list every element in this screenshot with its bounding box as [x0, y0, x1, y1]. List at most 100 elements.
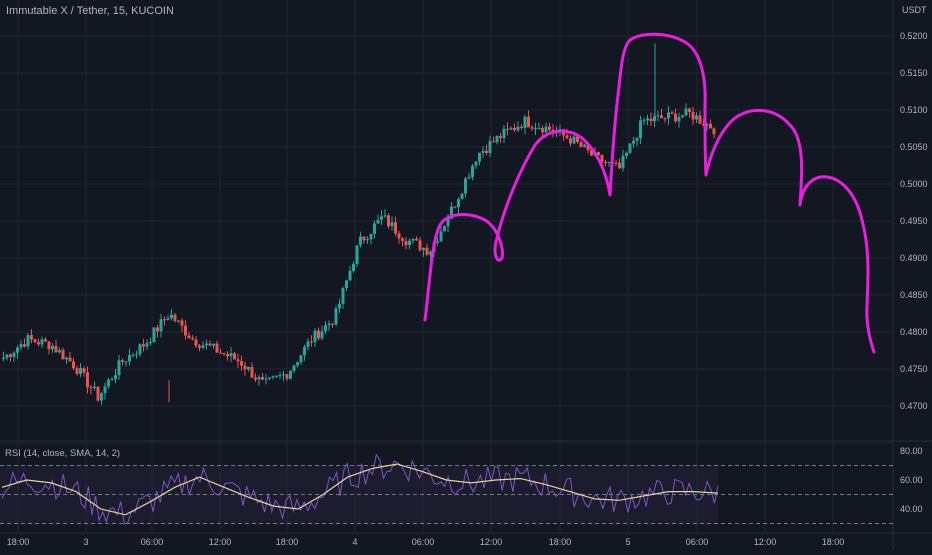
candle: [75, 365, 79, 376]
candle: [306, 338, 310, 351]
candle-body: [359, 236, 362, 246]
candle-body: [131, 354, 135, 356]
candle-body: [600, 154, 604, 163]
candle-body: [670, 112, 674, 114]
candle-body: [390, 222, 394, 227]
candle-body: [492, 141, 495, 143]
candle: [240, 355, 243, 371]
rsi-line: [1, 453, 719, 525]
candle-body: [684, 108, 688, 116]
candle: [334, 305, 338, 326]
candle-body: [30, 335, 33, 340]
candle: [527, 110, 530, 128]
candle: [191, 335, 194, 341]
candle: [341, 286, 345, 309]
candle: [632, 136, 635, 148]
candle-body: [691, 111, 695, 120]
x-tick-label: 12:00: [209, 537, 232, 547]
candle-body: [303, 346, 306, 356]
candle-body: [187, 335, 191, 339]
candle: [705, 122, 709, 131]
candle: [667, 106, 670, 125]
candle-body: [443, 226, 446, 232]
candle: [422, 247, 425, 257]
candle: [401, 237, 404, 247]
candle: [205, 339, 208, 350]
candle-body: [352, 264, 355, 271]
candle: [173, 313, 177, 323]
candle-body: [380, 216, 383, 220]
candle-body: [177, 320, 180, 322]
x-axis: 18:00 3 06:00 12:00 18:00 4 06:00 12:00 18:00 5 06…: [7, 537, 845, 547]
candle: [40, 336, 44, 348]
candle-body: [544, 126, 548, 133]
candle-body: [597, 152, 600, 155]
y-tick-label: 0.4900: [900, 253, 928, 263]
y-unit-label: USDT: [902, 5, 927, 15]
candle: [177, 320, 180, 324]
candle-body: [586, 144, 590, 151]
candle: [299, 354, 303, 366]
candle: [215, 340, 219, 353]
candle: [23, 338, 26, 348]
candle-body: [261, 377, 264, 380]
candle: [187, 331, 191, 339]
rsi-tick-label: 80.00: [900, 446, 923, 456]
candle-body: [75, 368, 79, 374]
candle: [170, 308, 173, 321]
candle: [110, 376, 114, 381]
candle: [138, 343, 142, 357]
candle: [387, 213, 390, 229]
candle: [96, 386, 100, 402]
candle-body: [618, 162, 621, 169]
candle: [65, 356, 68, 365]
candle: [19, 340, 23, 351]
candle: [152, 326, 156, 343]
candle-body: [607, 161, 611, 163]
candle: [166, 315, 170, 321]
candle: [26, 332, 30, 350]
candle-body: [499, 136, 502, 139]
candle-body: [422, 247, 425, 251]
candle: [607, 161, 611, 167]
candle-body: [513, 127, 516, 131]
candle: [128, 348, 131, 366]
candle: [681, 114, 684, 119]
candle-body: [327, 323, 331, 326]
candle-body: [523, 116, 527, 129]
grid-lines: [0, 0, 893, 532]
candle: [16, 345, 19, 359]
candle: [677, 112, 681, 128]
candle-body: [135, 354, 138, 356]
candle-body: [348, 270, 352, 281]
candle-body: [345, 280, 348, 289]
candle: [37, 338, 40, 347]
candle-body: [702, 123, 705, 126]
candle-body: [68, 357, 72, 362]
candle: [369, 233, 373, 245]
candle-body: [653, 116, 656, 122]
candle-body: [16, 347, 19, 353]
candle-body: [418, 240, 422, 251]
candle: [712, 127, 716, 139]
candle: [54, 340, 58, 353]
x-tick-label: 18:00: [822, 537, 845, 547]
candle-body: [401, 238, 404, 242]
candle-body: [411, 238, 415, 241]
candle-body: [439, 231, 443, 242]
candle-body: [457, 199, 460, 208]
candle-body: [677, 117, 681, 122]
candle: [495, 135, 499, 145]
candle: [303, 344, 306, 361]
candle: [254, 373, 257, 382]
candle-body: [474, 161, 478, 166]
candle-body: [194, 339, 198, 346]
candle: [12, 351, 16, 362]
candle-body: [478, 152, 481, 162]
candle-body: [180, 320, 184, 326]
candle: [327, 320, 331, 331]
candle-body: [408, 240, 411, 246]
